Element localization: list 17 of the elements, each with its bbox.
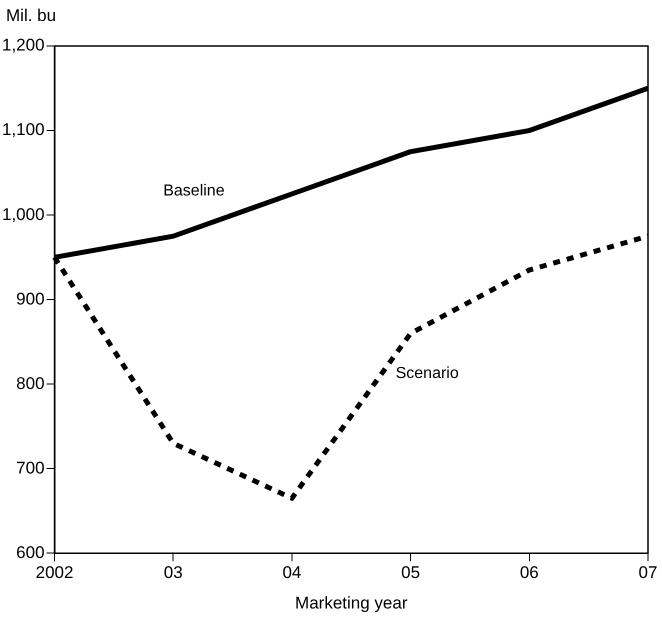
x-tick-label: 05	[401, 563, 420, 582]
series-label: Baseline	[163, 182, 225, 200]
y-axis-title: Mil. bu	[6, 6, 56, 26]
x-tick-label: 06	[520, 563, 539, 582]
y-tick-label: 800	[16, 374, 45, 393]
y-tick-label: 600	[16, 542, 45, 562]
y-tick-label: 1,000	[2, 204, 45, 224]
y-tick-label: 900	[16, 289, 45, 308]
x-tick-label: 04	[282, 563, 302, 582]
y-tick-label: 1,200	[2, 36, 45, 55]
x-tick-label: 2002	[36, 563, 74, 582]
y-tick-label: 1,100	[2, 120, 45, 140]
y-tick-label: 700	[16, 458, 45, 478]
x-axis-title: Marketing year	[295, 593, 408, 612]
x-tick-label: 03	[164, 563, 183, 582]
series-label: Scenario	[396, 364, 459, 382]
x-tick-label: 07	[638, 563, 658, 582]
